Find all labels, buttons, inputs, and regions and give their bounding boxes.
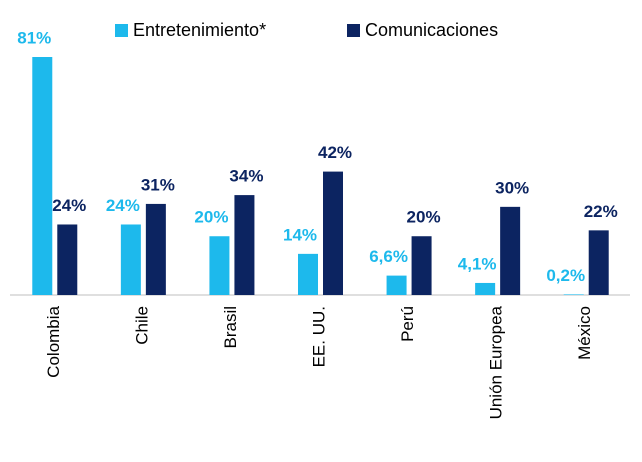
legend-swatch [347,24,360,37]
bar [145,203,166,295]
bar [588,230,609,295]
category-label: Unión Europea [487,305,506,419]
value-label: 24% [106,196,140,215]
bar [563,294,584,295]
legend-label: Entretenimiento* [133,20,266,40]
value-label: 4,1% [458,254,497,273]
category-label: México [575,306,594,360]
value-label: 31% [141,175,175,194]
legend-swatch [115,24,128,37]
category-label: Colombia [44,305,63,377]
value-label: 14% [283,225,317,244]
bar [475,282,496,295]
category-label: Chile [132,306,151,345]
value-label: 42% [318,143,352,162]
bar [234,195,255,295]
legend-label: Comunicaciones [365,20,498,40]
category-label: EE. UU. [309,306,328,367]
bar [411,236,432,295]
value-label: 81% [17,28,51,47]
value-label: 0,2% [546,266,585,285]
bar [57,224,78,295]
value-label: 20% [407,208,441,227]
value-label: 24% [52,196,86,215]
bar [500,206,521,295]
category-label: Brasil [221,306,240,349]
value-label: 22% [584,202,618,221]
category-label: Perú [398,306,417,342]
bar [209,236,230,295]
bar [32,57,53,295]
value-label: 20% [194,208,228,227]
value-label: 34% [229,167,263,186]
value-label: 6,6% [369,247,408,266]
bar [298,253,318,295]
bar [120,224,141,295]
bar [386,275,407,295]
value-label: 30% [495,178,529,197]
bar [323,171,343,295]
